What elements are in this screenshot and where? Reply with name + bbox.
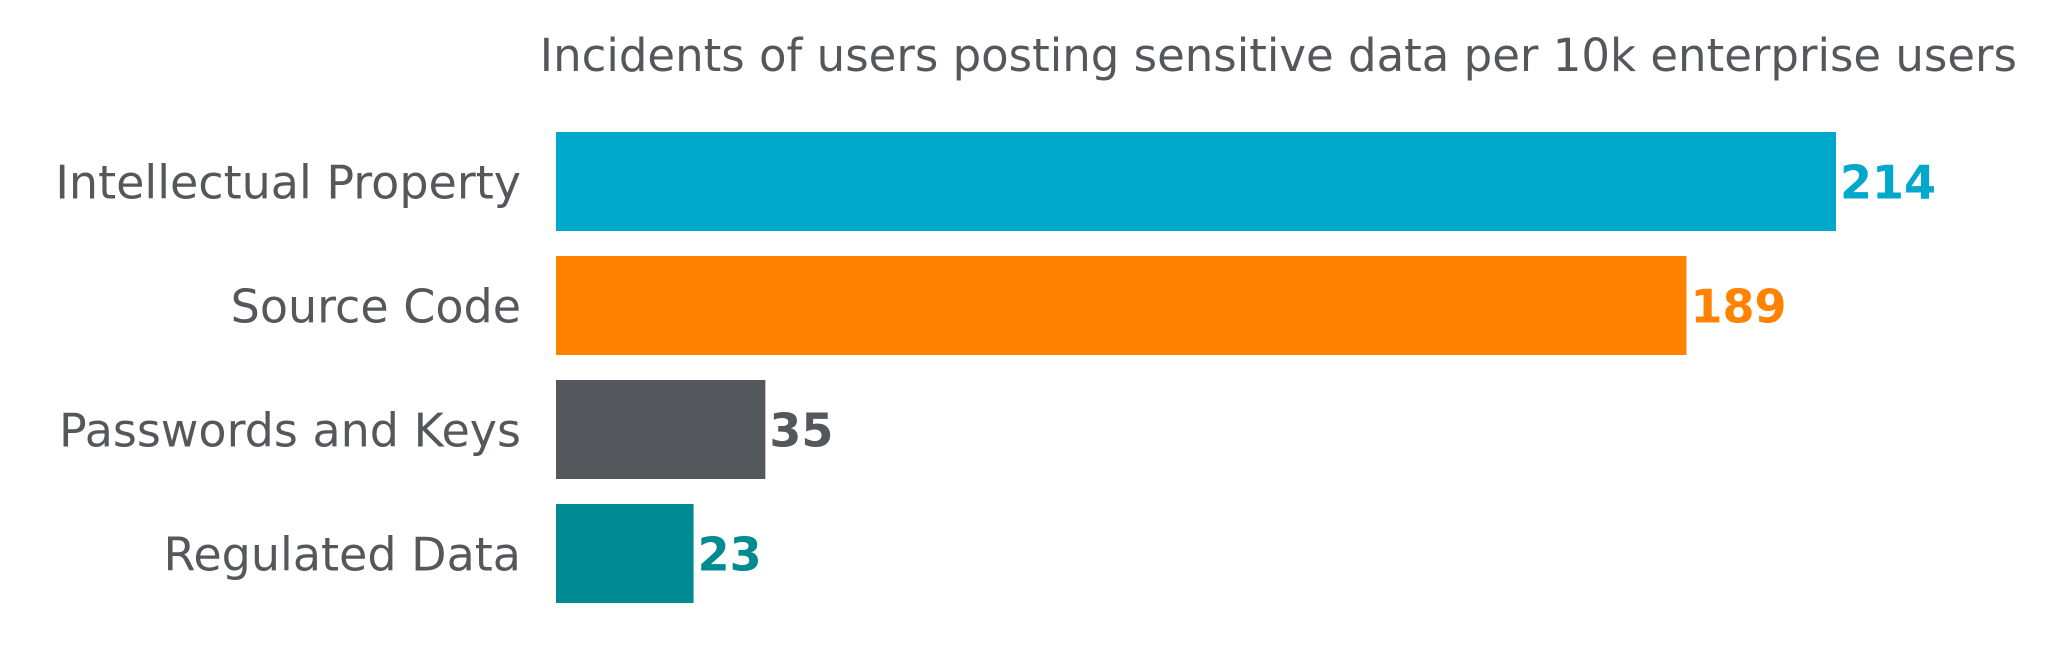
category-label-intellectual-property: Intellectual Property [55, 156, 521, 210]
category-label-regulated-data: Regulated Data [163, 528, 521, 582]
bar-source-code [556, 256, 1687, 355]
value-label-passwords-and-keys: 35 [769, 404, 833, 458]
value-label-source-code: 189 [1690, 280, 1786, 334]
category-label-passwords-and-keys: Passwords and Keys [59, 404, 521, 458]
category-label-source-code: Source Code [231, 280, 521, 334]
value-label-intellectual-property: 214 [1840, 156, 1936, 210]
bar-intellectual-property [556, 132, 1836, 231]
bar-regulated-data [556, 504, 694, 603]
bars-group: Intellectual Property 214 Source Code 189 Pa… [55, 132, 1936, 603]
value-label-regulated-data: 23 [698, 528, 762, 582]
bar-passwords-and-keys [556, 380, 766, 479]
chart-title: Incidents of users posting sensitive dat… [540, 29, 2017, 82]
